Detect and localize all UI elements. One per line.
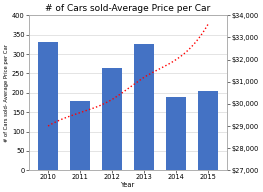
Bar bbox=[134, 44, 154, 170]
Bar bbox=[70, 101, 90, 170]
Bar bbox=[166, 98, 186, 170]
Title: # of Cars sold-Average Price per Car: # of Cars sold-Average Price per Car bbox=[45, 4, 211, 13]
Bar bbox=[102, 68, 123, 170]
Y-axis label: # of Cars sold- Average Price per Car: # of Cars sold- Average Price per Car bbox=[4, 44, 9, 142]
Bar bbox=[198, 91, 219, 170]
X-axis label: Year: Year bbox=[121, 182, 135, 188]
Bar bbox=[38, 42, 58, 170]
